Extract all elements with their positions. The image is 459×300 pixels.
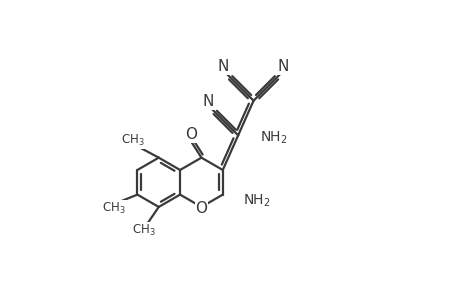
Text: N: N: [277, 59, 289, 74]
Text: NH$_2$: NH$_2$: [242, 193, 270, 209]
Text: N: N: [202, 94, 213, 109]
Text: N: N: [218, 59, 229, 74]
Text: O: O: [184, 127, 196, 142]
Text: CH$_3$: CH$_3$: [131, 223, 155, 238]
Text: NH$_2$: NH$_2$: [259, 129, 287, 146]
Text: O: O: [195, 201, 207, 216]
Text: CH$_3$: CH$_3$: [121, 133, 145, 148]
Text: CH$_3$: CH$_3$: [102, 201, 126, 216]
